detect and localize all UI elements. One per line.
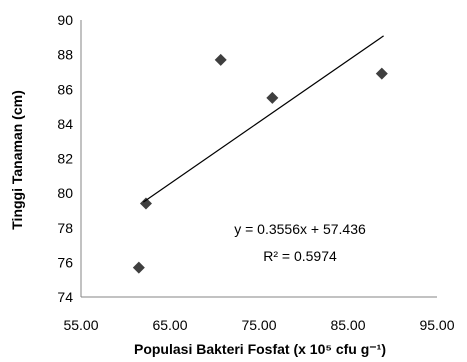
trendline (142, 35, 384, 203)
y-tick-label: 76 (57, 254, 73, 270)
x-tick-label: 85.00 (330, 317, 365, 333)
axes (80, 20, 437, 298)
data-point-1 (132, 261, 145, 274)
trendline-equation: y = 0.3556x + 57.436 (234, 221, 366, 237)
data-point-3 (214, 53, 227, 66)
y-tick-label: 86 (57, 81, 73, 97)
y-tick-label: 88 (57, 47, 73, 63)
y-tick-label: 90 (57, 12, 73, 28)
data-point-4 (266, 91, 279, 104)
data-points (132, 53, 388, 274)
x-axis-title: Populasi Bakteri Fosfat (x 10⁵ cfu g⁻¹) (134, 341, 386, 357)
x-tick-label: 95.00 (419, 317, 454, 333)
y-tick-label: 78 (57, 220, 73, 236)
x-tick-label: 55.00 (63, 317, 98, 333)
tick-labels: 55.00 65.00 75.00 85.00 95.00 74 76 78 80 82 84 86 8… (57, 12, 454, 333)
data-point-2 (139, 197, 152, 210)
y-tick-label: 84 (57, 116, 73, 132)
y-tick-label: 80 (57, 185, 73, 201)
data-point-5 (375, 67, 388, 80)
y-tick-label: 74 (57, 289, 73, 305)
r-squared-label: R² = 0.5974 (263, 248, 337, 264)
y-axis-title: Tinggi Tanaman (cm) (9, 90, 25, 230)
x-tick-label: 65.00 (152, 317, 187, 333)
x-tick-label: 75.00 (241, 317, 276, 333)
y-tick-label: 82 (57, 151, 73, 167)
